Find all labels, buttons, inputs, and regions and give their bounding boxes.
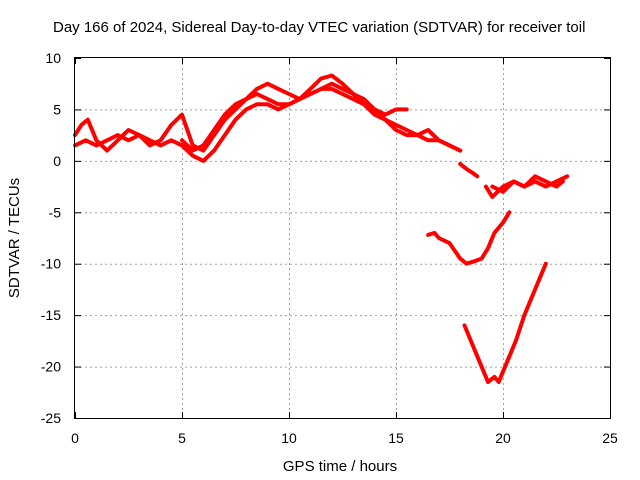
- series-track-6: [490, 174, 565, 194]
- x-tick-label: 25: [602, 430, 618, 446]
- x-axis-label: GPS time / hours: [283, 458, 397, 475]
- y-tick-label: 10: [45, 50, 61, 66]
- y-tick-label: -5: [49, 204, 62, 220]
- x-tick-label: 0: [71, 430, 79, 446]
- x-tick-labels: 0 5 10 15 20 25: [71, 430, 618, 446]
- y-tick-labels: -25 -20 -15 -10 -5 0 5 10: [41, 50, 61, 426]
- x-tick-label: 20: [495, 430, 511, 446]
- series-track-7: [426, 210, 512, 266]
- y-tick-label: -25: [41, 410, 61, 426]
- y-tick-label: 5: [53, 101, 61, 117]
- series-track-3: [180, 81, 463, 153]
- x-tick-label: 15: [388, 430, 404, 446]
- x-tick-label: 10: [281, 430, 297, 446]
- series-track-8: [462, 261, 548, 384]
- series-track-4: [458, 161, 480, 179]
- series-layer: [73, 73, 570, 384]
- y-tick-label: -20: [41, 359, 61, 375]
- y-axis-label: SDTVAR / TECUs: [6, 178, 23, 298]
- axis-ticks: [75, 58, 611, 419]
- y-tick-label: -15: [41, 307, 61, 323]
- y-tick-label: 0: [53, 153, 61, 169]
- y-tick-label: -10: [41, 256, 61, 272]
- chart-title: Day 166 of 2024, Sidereal Day-to-day VTE…: [53, 19, 585, 36]
- grid-lines: [75, 58, 610, 418]
- x-tick-label: 5: [178, 430, 186, 446]
- plot-frame: [74, 57, 611, 419]
